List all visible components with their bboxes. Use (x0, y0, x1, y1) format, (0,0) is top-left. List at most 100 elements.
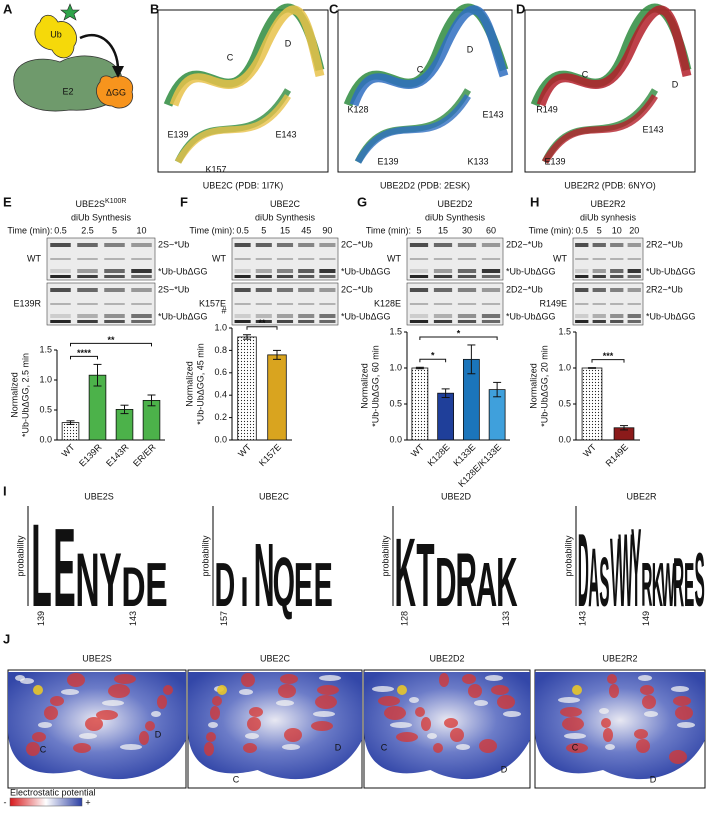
surface-patch (396, 732, 418, 742)
time-value: 0.5 (54, 225, 67, 235)
structure-caption: UBE2C (PDB: 1I7K) (203, 180, 284, 190)
surface-patch (409, 697, 419, 703)
y-axis-label: *Ub-UbΔGG, 60 min (370, 345, 380, 427)
structure-label: E139 (544, 156, 565, 166)
surface-site (33, 685, 43, 695)
gel-band (131, 269, 152, 273)
gel-band (481, 258, 501, 260)
band-label: *Ub-UbΔGG (341, 266, 391, 276)
time-label: Time (min): (529, 225, 574, 235)
gel-band (319, 314, 336, 318)
logo-letter: K (652, 550, 663, 620)
x-tick-label: K157E (257, 442, 283, 468)
significance-label: **** (77, 348, 92, 358)
surface-patch (673, 696, 691, 706)
surface-patch (491, 685, 509, 695)
gel-band (298, 320, 315, 323)
logo-letter: Q (273, 545, 295, 622)
surface-patch (468, 684, 482, 698)
surface-patch (26, 742, 40, 756)
significance-bracket (591, 359, 625, 363)
gel-band (234, 275, 251, 278)
band-label: 2R2~*Ub (646, 239, 683, 249)
structure-label: E143 (275, 129, 296, 139)
time-label: Time (min): (366, 225, 411, 235)
gel-band (592, 269, 606, 273)
gel-band (50, 303, 71, 305)
logo-ylabel: probability (15, 535, 25, 577)
structure-label: C (582, 69, 589, 79)
gel-band (234, 269, 251, 273)
logo-ylabel: probability (563, 535, 573, 577)
legend-title: Electrostatic potential (10, 787, 96, 797)
gel-band (104, 269, 125, 273)
surface-label: C (572, 742, 579, 752)
surface-patch (456, 744, 470, 750)
surface-patch (239, 689, 253, 695)
gel-band (77, 320, 98, 323)
gel-band (457, 269, 477, 273)
panel-label: D (516, 1, 525, 16)
gel-band (409, 269, 429, 273)
logo-letter: N (254, 525, 275, 626)
significance-bracket (70, 355, 98, 360)
gel-band (481, 320, 501, 323)
surface-patch (206, 732, 216, 742)
y-tick-label: 1.0 (214, 322, 227, 332)
logo-letter: L (31, 500, 52, 632)
y-tick-label: 0.0 (389, 434, 402, 444)
band-label: *Ub-UbΔGG (646, 311, 696, 321)
row-label: WT (387, 253, 401, 263)
surface-patch (61, 689, 79, 695)
gel-band (575, 275, 589, 278)
gel-band (575, 303, 589, 305)
gel-band (131, 243, 152, 247)
surface-patch (282, 744, 300, 750)
gel-band (592, 258, 606, 260)
gel-title: UBE2C (270, 199, 301, 209)
structure-label: E143 (642, 124, 663, 134)
gel-band (457, 303, 477, 305)
logo-letter: N (75, 537, 99, 622)
gel-band (77, 303, 98, 305)
gel-band (457, 320, 477, 323)
panel-label: A (3, 1, 13, 16)
surface-patch (108, 684, 130, 698)
gel-title-main: UBE2C (270, 199, 301, 209)
row-label: E139R (13, 298, 41, 308)
gel-title-main: UBE2S (76, 199, 106, 209)
gel-band (481, 269, 501, 273)
residue-number: 133 (501, 611, 511, 626)
structure-label: K157 (205, 164, 226, 174)
surface-patch (280, 674, 298, 684)
surface-patch (474, 700, 488, 706)
gel-band (481, 288, 501, 292)
surface-patch (313, 711, 335, 717)
gel-title: UBE2D2 (437, 199, 472, 209)
structure-label: C (417, 64, 424, 74)
gel-band (104, 243, 125, 247)
band-label: 2D2~*Ub (506, 284, 543, 294)
gel-band (433, 269, 453, 273)
gel-band (575, 269, 589, 273)
logo-letter: E (53, 507, 75, 630)
logo-title: UBE2S (84, 491, 114, 501)
gel-band (409, 303, 429, 305)
logo-letter: D (435, 545, 456, 622)
surface-site (397, 685, 407, 695)
logo-letter: R (641, 550, 652, 620)
surface-patch (163, 685, 173, 695)
gel-band (50, 275, 71, 278)
gel-band (319, 269, 336, 273)
gel-band (255, 320, 272, 323)
time-label: Time (min): (7, 225, 52, 235)
gel-band (255, 258, 272, 260)
gel-band (610, 303, 624, 305)
gel-band (255, 314, 272, 318)
time-value: 5 (416, 225, 421, 235)
structure-label: D (467, 44, 474, 54)
y-tick-label: 1.5 (558, 326, 571, 336)
x-tick-label: K128E (426, 442, 452, 468)
logo-letter: D (578, 512, 589, 628)
band-label: *Ub-UbΔGG (506, 266, 556, 276)
